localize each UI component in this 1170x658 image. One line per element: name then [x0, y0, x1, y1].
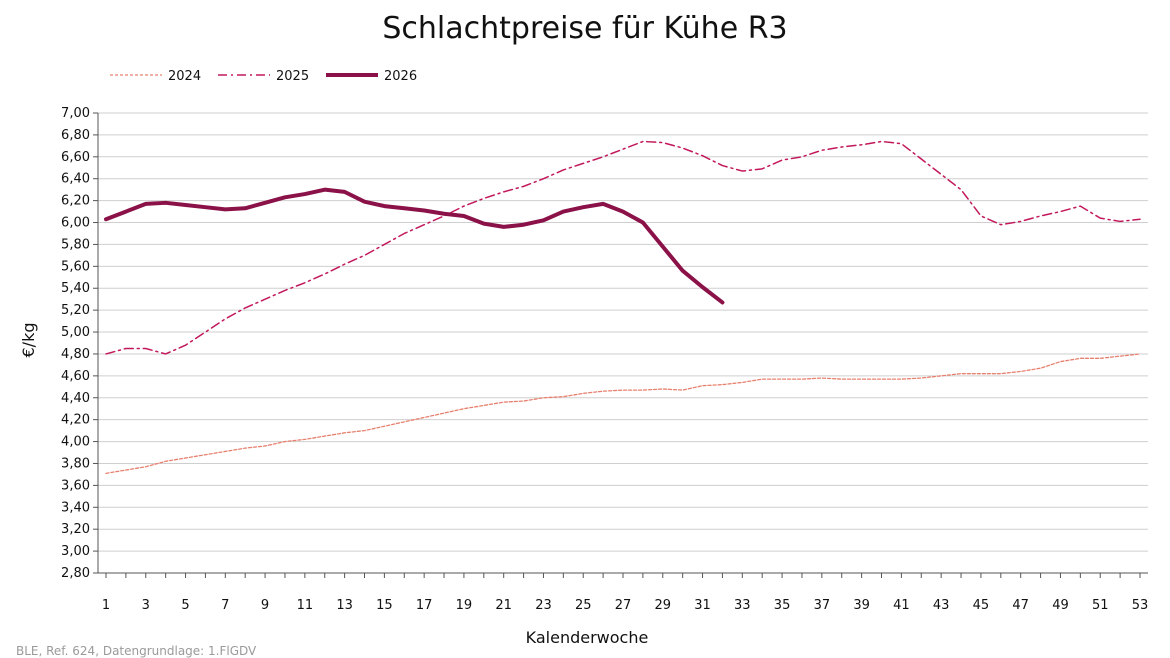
- source-note: BLE, Ref. 624, Datengrundlage: 1.FlGDV: [16, 644, 257, 658]
- x-tick-label: 37: [814, 598, 831, 613]
- x-tick-label: 29: [654, 598, 671, 613]
- x-tick-label: 19: [456, 598, 473, 613]
- x-tick-label: 13: [336, 598, 353, 613]
- chart-title: Schlachtpreise für Kühe R3: [382, 11, 787, 46]
- x-tick-label: 5: [181, 598, 189, 613]
- x-tick-label: 31: [694, 598, 711, 613]
- x-tick-label: 3: [142, 598, 150, 613]
- y-tick-label: 3,60: [61, 478, 90, 493]
- legend: 2024 2025 2026: [110, 69, 417, 84]
- x-tick-label: 11: [297, 598, 314, 613]
- x-tick-label: 43: [933, 598, 950, 613]
- axes: [93, 112, 1148, 578]
- y-tick-label: 4,80: [61, 347, 90, 362]
- y-tick-label: 6,20: [61, 194, 90, 209]
- y-tick-label: 6,40: [61, 172, 90, 187]
- y-tick-label: 2,80: [61, 566, 90, 581]
- y-tick-label: 3,20: [61, 522, 90, 537]
- series-lines: [104, 140, 1141, 474]
- x-tick-label: 17: [416, 598, 433, 613]
- x-tick-label: 25: [575, 598, 592, 613]
- x-tick-label: 21: [495, 598, 512, 613]
- y-tick-label: 6,80: [61, 128, 90, 143]
- y-tick-label: 6,60: [61, 150, 90, 165]
- x-tick-label: 49: [1052, 598, 1069, 613]
- y-tick-label: 5,60: [61, 259, 90, 274]
- y-tick-label: 5,40: [61, 281, 90, 296]
- series-line-2026: [104, 187, 725, 305]
- y-tick-label: 3,80: [61, 456, 90, 471]
- y-tick-label: 5,00: [61, 325, 90, 340]
- y-axis-label: €/kg: [19, 323, 38, 358]
- x-tick-labels: 1 3 5 7 9 11 13 15 17 19 21 23 25 27 29 31 33 35 37 39 41 43 4…: [102, 598, 1148, 613]
- x-tick-label: 45: [973, 598, 990, 613]
- x-tick-label: 47: [1012, 598, 1029, 613]
- x-tick-label: 51: [1092, 598, 1109, 613]
- x-tick-label: 7: [221, 598, 229, 613]
- y-tick-labels: 2,80 3,00 3,20 3,40 3,60 3,80 4,00 4,20 4,40 4,60…: [61, 106, 90, 581]
- x-tick-label: 41: [893, 598, 910, 613]
- series-line-2024: [105, 353, 1141, 474]
- gridlines: [98, 112, 1148, 574]
- y-tick-label: 5,20: [61, 303, 90, 318]
- y-tick-label: 4,20: [61, 413, 90, 428]
- y-tick-label: 4,00: [61, 435, 90, 450]
- legend-label-2026: 2026: [384, 69, 417, 84]
- y-tick-label: 3,40: [61, 500, 90, 515]
- series-line-2025: [105, 140, 1141, 355]
- x-tick-label: 27: [615, 598, 632, 613]
- y-tick-label: 3,00: [61, 544, 90, 559]
- x-tick-label: 9: [261, 598, 269, 613]
- y-tick-label: 4,60: [61, 369, 90, 384]
- y-tick-label: 6,00: [61, 216, 90, 231]
- legend-label-2025: 2025: [276, 69, 309, 84]
- y-tick-label: 5,80: [61, 237, 90, 252]
- y-tick-label: 7,00: [61, 106, 90, 121]
- x-tick-label: 53: [1132, 598, 1149, 613]
- x-tick-label: 33: [734, 598, 751, 613]
- x-tick-label: 35: [774, 598, 791, 613]
- x-tick-label: 15: [376, 598, 393, 613]
- y-tick-label: 4,40: [61, 391, 90, 406]
- x-tick-label: 1: [102, 598, 110, 613]
- x-tick-label: 39: [853, 598, 870, 613]
- x-axis-label: Kalenderwoche: [526, 628, 649, 647]
- x-tick-label: 23: [535, 598, 552, 613]
- legend-label-2024: 2024: [168, 69, 201, 84]
